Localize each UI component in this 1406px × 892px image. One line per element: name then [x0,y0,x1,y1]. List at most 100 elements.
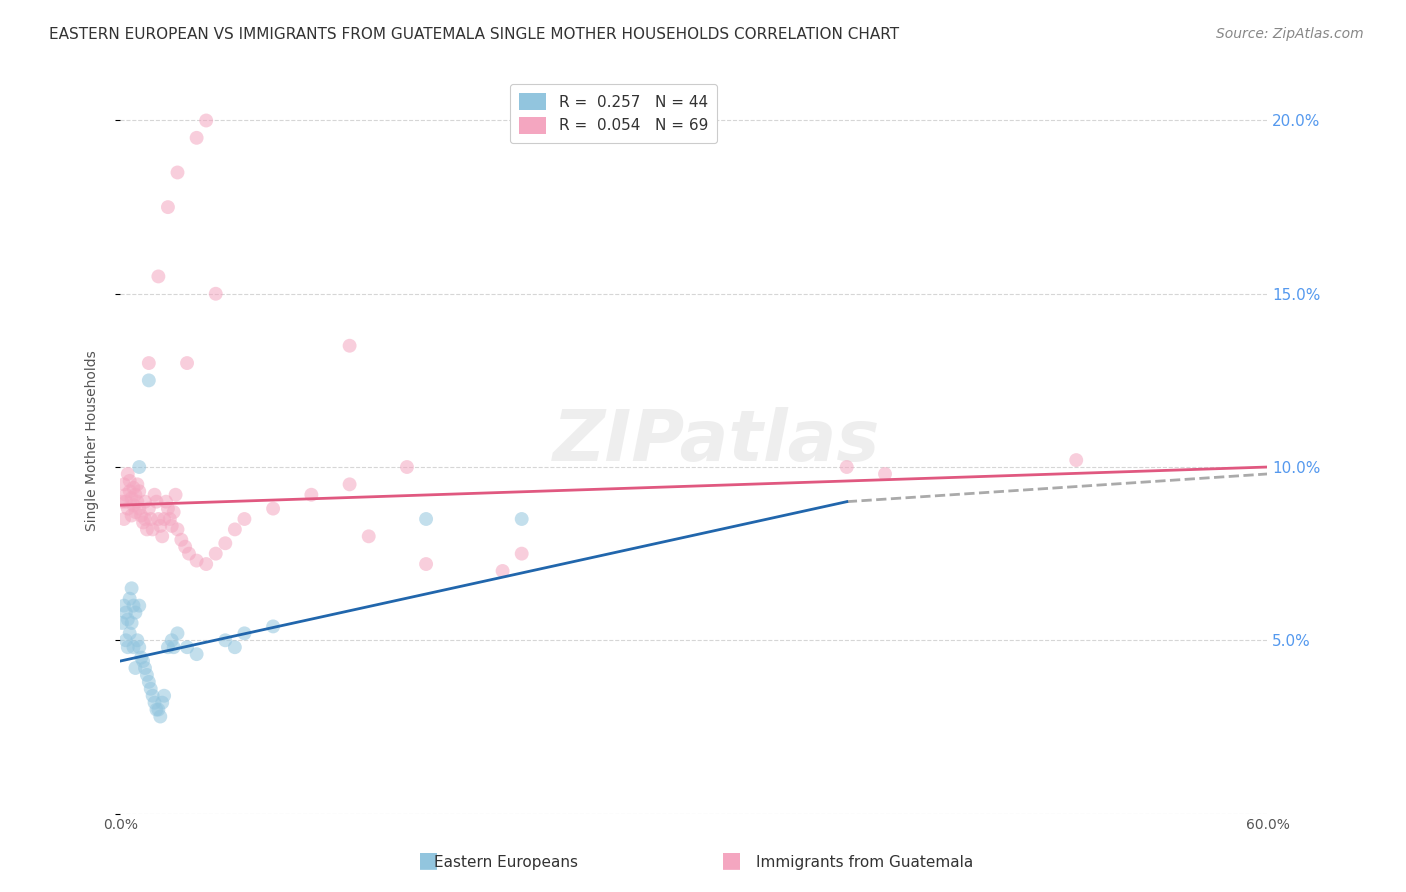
Point [339,339,361,353]
Point [165,488,187,502]
Point [156,200,179,214]
Point [122,640,145,655]
Point [233,626,256,640]
Point [1064,453,1087,467]
Text: ■: ■ [721,850,741,870]
Point [149,709,172,723]
Point [835,460,858,475]
Point [170,533,193,547]
Point [224,640,246,655]
Point [155,494,177,508]
Point [160,519,183,533]
Point [139,681,162,696]
Point [128,501,150,516]
Point [339,477,361,491]
Text: Immigrants from Guatemala: Immigrants from Guatemala [756,855,973,870]
Text: EASTERN EUROPEAN VS IMMIGRANTS FROM GUATEMALA SINGLE MOTHER HOUSEHOLDS CORRELATI: EASTERN EUROPEAN VS IMMIGRANTS FROM GUAT… [49,27,900,42]
Point [163,505,186,519]
Point [150,529,173,543]
Point [415,557,437,571]
Point [132,516,155,530]
Point [195,113,218,128]
Point [121,508,143,523]
Point [174,540,197,554]
Point [117,467,139,481]
Point [357,529,380,543]
Point [124,505,146,519]
Point [186,647,208,661]
Point [115,606,138,620]
Point [124,661,146,675]
Point [415,512,437,526]
Point [117,612,139,626]
Point [177,547,200,561]
Point [142,689,165,703]
Point [510,512,533,526]
Point [124,606,146,620]
Point [204,547,226,561]
Point [112,512,135,526]
Point [143,488,166,502]
Point [160,633,183,648]
Point [134,512,156,526]
Point [117,640,139,655]
Point [176,640,198,655]
Point [233,512,256,526]
Point [195,557,218,571]
Point [135,522,157,536]
Point [115,488,138,502]
Point [124,488,146,502]
Point [112,477,135,491]
Point [491,564,513,578]
Point [117,501,139,516]
Point [224,522,246,536]
Point [111,615,134,630]
Text: ZIPatlas: ZIPatlas [553,407,880,475]
Point [153,689,176,703]
Point [214,633,236,648]
Point [262,501,284,516]
Point [186,553,208,567]
Point [122,498,145,512]
Point [118,474,141,488]
Text: Eastern Europeans: Eastern Europeans [434,855,578,870]
Point [127,494,149,508]
Point [128,599,150,613]
Point [299,488,322,502]
Point [118,626,141,640]
Point [128,640,150,655]
Point [142,522,165,536]
Point [395,460,418,475]
Point [127,477,149,491]
Text: Source: ZipAtlas.com: Source: ZipAtlas.com [1216,27,1364,41]
Point [166,626,188,640]
Point [149,519,172,533]
Point [138,356,160,370]
Point [121,615,143,630]
Point [122,599,145,613]
Point [127,633,149,648]
Point [145,702,167,716]
Point [118,591,141,606]
Point [121,491,143,506]
Point [148,702,170,716]
Y-axis label: Single Mother Households: Single Mother Households [86,351,100,532]
Point [148,512,170,526]
Point [510,547,533,561]
Point [134,494,156,508]
Point [156,501,179,516]
Point [145,494,167,508]
Point [159,512,181,526]
Point [262,619,284,633]
Point [156,640,179,655]
Point [129,508,152,523]
Point [115,494,138,508]
Point [148,269,170,284]
Point [134,661,156,675]
Point [186,131,208,145]
Point [112,599,135,613]
Point [166,165,188,179]
Point [166,522,188,536]
Point [118,484,141,499]
Point [204,286,226,301]
